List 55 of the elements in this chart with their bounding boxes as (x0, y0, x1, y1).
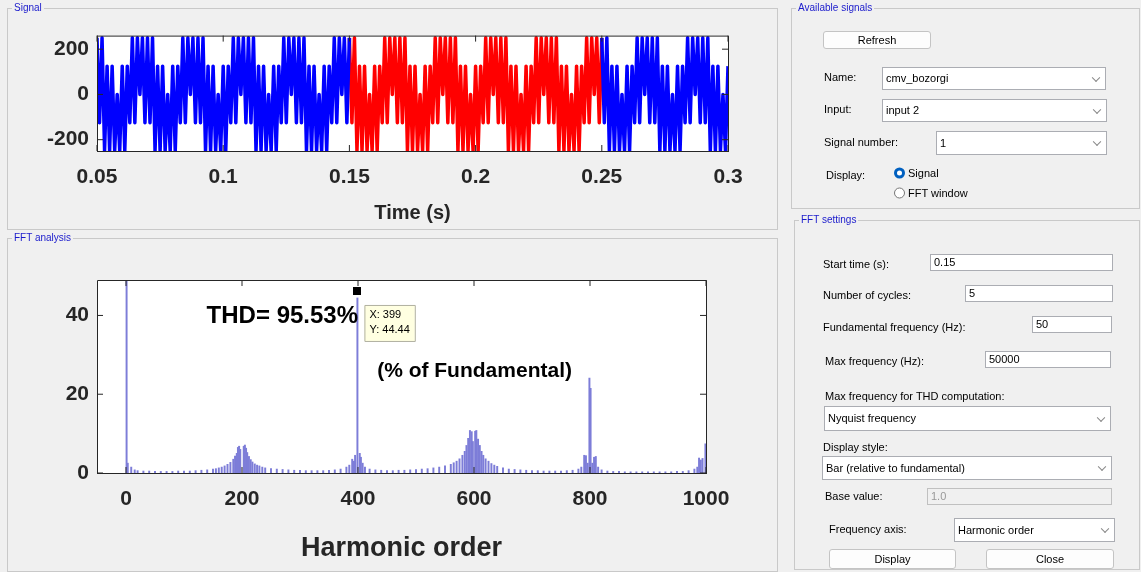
x-tick-label: 200 (224, 486, 260, 510)
text: Number of cycles: (823, 288, 912, 301)
button: Close (986, 549, 1114, 569)
x-tick-label: 1000 (682, 486, 730, 510)
x-tick-label: 0.1 (208, 164, 239, 188)
dropdown: Bar (relative to fundamental) (822, 456, 1112, 480)
dropdown: 1 (936, 131, 1107, 155)
x-tick-label: 600 (456, 486, 492, 510)
dropdown: input 2 (882, 99, 1107, 122)
button: Refresh (823, 31, 931, 49)
dropdown: Nyquist frequency (824, 406, 1111, 431)
dropdown: cmv_bozorgi (882, 67, 1106, 90)
x-axis-title: Harmonic order (300, 532, 503, 563)
text-field: 50 (1032, 316, 1112, 333)
y-tick-label: 200 (53, 35, 89, 59)
text: Name: (824, 70, 857, 83)
chart-title: FFT analysis (12, 232, 74, 244)
x-tick-label: 800 (572, 486, 608, 510)
x-tick-label: 400 (340, 486, 376, 510)
dropdown: Harmonic order (954, 518, 1115, 542)
text: Display style: (823, 440, 888, 453)
x-tick-label: 0.3 (713, 164, 743, 188)
y-tick-label: 0 (77, 81, 89, 105)
x-tick-label: 0.05 (76, 164, 118, 188)
text: Frequency axis: (829, 522, 907, 535)
text: Available signals (796, 2, 875, 14)
text: Display: (826, 168, 866, 181)
button: Display (829, 549, 956, 569)
y-tick-label: 20 (65, 381, 89, 405)
text: Base value: (825, 489, 883, 502)
text: FFT window (908, 186, 968, 199)
y-tick-label: 40 (65, 302, 89, 326)
text-field: 1.0 (927, 488, 1112, 505)
y-tick-label: 0 (77, 459, 89, 483)
text: Fundamental frequency (Hz): (823, 320, 966, 333)
annotation: (% of Fundamental) (377, 357, 572, 381)
y-tick-label: -200 (46, 126, 89, 150)
chart-title: Signal (12, 2, 44, 14)
text-field: 0.15 (930, 254, 1113, 271)
x-tick-label: 0 (120, 486, 132, 510)
text: Max frequency (Hz): (825, 354, 925, 367)
text: FFT settings (799, 214, 859, 226)
text-field: 5 (965, 285, 1113, 302)
annotation: X: 399 Y: 44.44 (369, 308, 410, 336)
text: Signal (908, 166, 939, 179)
text: Signal number: (824, 135, 898, 148)
x-tick-label: 0.15 (328, 164, 371, 188)
annotation: THD= 95.53% (206, 301, 359, 329)
x-tick-label: 0.25 (581, 164, 623, 188)
x-tick-label: 0.2 (461, 164, 491, 188)
text: Start time (s): (823, 257, 890, 270)
text: Max frequency for THD computation: (825, 389, 1005, 402)
text-field: 50000 (985, 351, 1111, 368)
x-axis-title: Time (s) (374, 200, 451, 223)
text: Input: (824, 102, 852, 115)
